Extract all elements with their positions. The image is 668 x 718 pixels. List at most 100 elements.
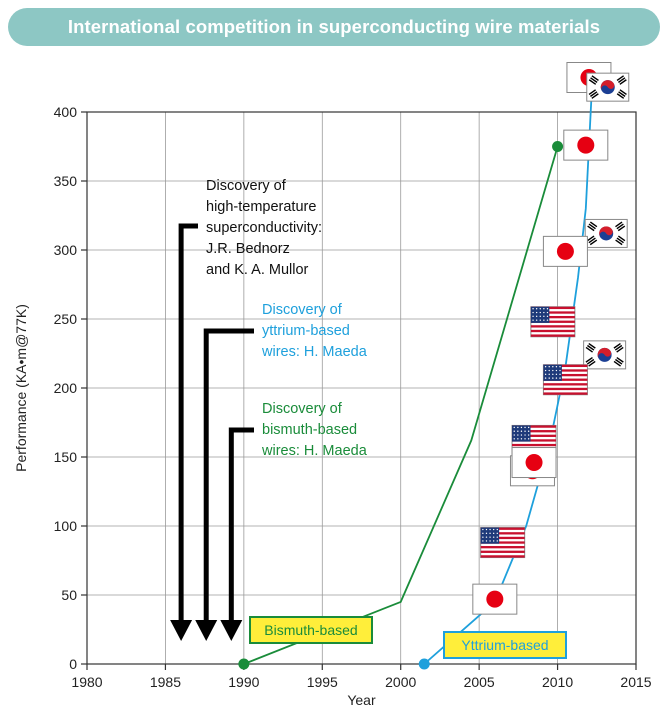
- flag-trigram: [616, 356, 624, 363]
- flag-taeguk-red: [600, 80, 615, 91]
- flag-star: [544, 369, 547, 372]
- y-tick-label: 200: [54, 380, 78, 396]
- flag-star: [546, 308, 549, 310]
- flag-stripe: [480, 550, 525, 553]
- flag-stripe: [512, 425, 557, 428]
- flag-trigram: [618, 91, 626, 97]
- flag-sun: [577, 136, 595, 154]
- flag-star: [527, 426, 530, 429]
- y-tick-label: 300: [54, 242, 78, 258]
- flag-star: [496, 536, 498, 538]
- flag-stripe: [512, 430, 557, 433]
- flag-trigram: [587, 225, 595, 232]
- flag-canton: [512, 425, 531, 442]
- y-tick-label: 350: [54, 173, 78, 189]
- x-tick-label: 2015: [620, 674, 651, 690]
- flag-stripe: [530, 311, 575, 314]
- flag-trigram: [590, 77, 598, 83]
- flag-trigram: [614, 344, 623, 351]
- flag-star: [496, 540, 498, 542]
- flag-stripe: [480, 546, 525, 549]
- flag-trigram: [615, 239, 623, 246]
- flag-star: [485, 540, 488, 542]
- flag-star: [539, 311, 541, 314]
- flag-star: [548, 369, 550, 372]
- flag-star: [527, 438, 530, 440]
- arrow-head: [220, 620, 243, 641]
- y-axis-label: Performance (KA•m@77K): [13, 304, 29, 472]
- flag-canton: [530, 306, 550, 323]
- flag-stripe: [543, 373, 588, 377]
- x-tick-label: 2000: [385, 674, 416, 690]
- x-tick-label: 1990: [228, 674, 259, 690]
- flag-star: [544, 377, 547, 379]
- x-tick-label: 2010: [542, 674, 573, 690]
- flag-star: [535, 308, 538, 310]
- annotation-text: yttrium-based: [262, 323, 350, 339]
- arrow-shaft: [178, 223, 198, 620]
- flag-star: [539, 308, 541, 310]
- annotation-arrow-1: [170, 223, 198, 641]
- flag-stripe: [543, 378, 588, 381]
- series-point: [238, 658, 250, 670]
- flag-star: [513, 438, 515, 440]
- flag-star: [535, 319, 538, 321]
- flag-star: [517, 438, 519, 440]
- flag-usa-icon: [542, 364, 588, 396]
- flag-korea-icon: [584, 218, 628, 248]
- flag-stripe: [530, 334, 575, 337]
- flag-star: [524, 426, 526, 429]
- flag-trigram: [615, 358, 623, 365]
- flag-japan-icon: [472, 583, 518, 615]
- flag-star: [482, 528, 484, 531]
- flag-star: [552, 369, 554, 372]
- x-tick-label: 1995: [307, 674, 338, 690]
- flag-star: [543, 311, 545, 314]
- flag-stripe: [530, 329, 575, 333]
- flag-star: [543, 319, 545, 321]
- flag-star: [520, 434, 523, 436]
- x-tick-label: 2005: [464, 674, 495, 690]
- flag-star: [492, 540, 495, 542]
- flag-stripe: [543, 392, 588, 395]
- flag-trigram: [588, 237, 596, 244]
- flag-star: [546, 315, 549, 318]
- flag-japan-icon: [563, 129, 609, 161]
- series-point: [552, 141, 564, 152]
- flag-star: [520, 426, 523, 429]
- flag-stripe: [543, 369, 588, 372]
- flag-trigram: [589, 239, 598, 246]
- flag-star: [546, 319, 549, 321]
- flag-trigram: [586, 358, 595, 365]
- flag-usa-icon: [530, 306, 576, 338]
- flag-trigram: [587, 344, 595, 351]
- series-label-bismuth-box: [249, 616, 373, 644]
- flag-star: [544, 366, 547, 368]
- flag-star: [524, 430, 526, 432]
- flag-sun: [525, 454, 543, 472]
- flag-stripe: [543, 387, 588, 391]
- annotation-text: bismuth-based: [262, 422, 357, 438]
- flag-stripe: [530, 315, 575, 319]
- flag-canton: [543, 364, 562, 381]
- flag-star: [552, 373, 554, 376]
- flag-trigram: [616, 93, 625, 99]
- flag-star: [485, 528, 488, 531]
- flag-trigram: [616, 346, 624, 353]
- flag-sun: [486, 590, 504, 608]
- arrow-head: [195, 620, 218, 641]
- y-tick-label: 100: [54, 518, 78, 534]
- annotation-text: Discovery of: [262, 302, 343, 318]
- annotation-text: wires: H. Maeda: [261, 443, 368, 459]
- flag-trigram: [619, 89, 627, 95]
- flag-star: [489, 528, 491, 531]
- flag-stripe: [512, 434, 557, 437]
- arrow-shaft: [203, 328, 254, 620]
- flag-star: [496, 532, 498, 535]
- series-label-bismuth: Bismuth-based: [264, 622, 357, 638]
- flag-star: [482, 536, 484, 538]
- flag-star: [559, 377, 561, 379]
- flag-trigram: [616, 75, 625, 81]
- flag-star: [555, 369, 558, 372]
- flag-star: [543, 308, 545, 310]
